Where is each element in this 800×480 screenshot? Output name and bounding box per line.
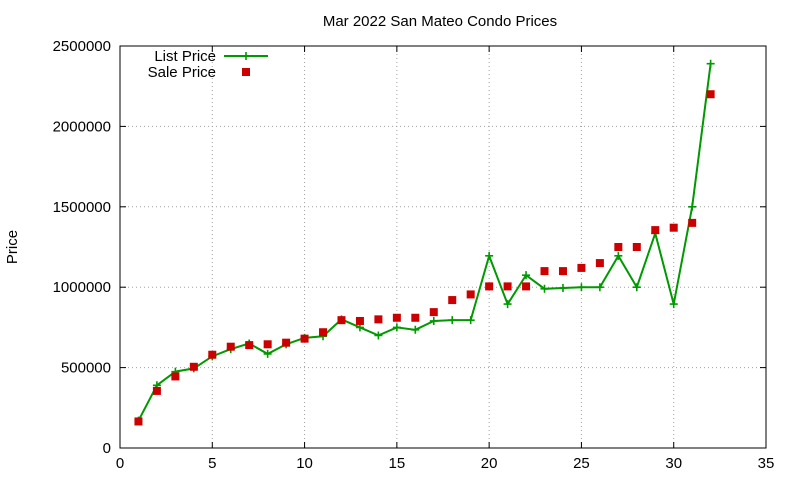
sale-price-point	[558, 267, 567, 276]
list-price-point	[392, 323, 401, 332]
list-price-point	[448, 316, 457, 325]
list-price-point	[688, 202, 697, 211]
sale-price-point	[632, 243, 641, 251]
list-price-point	[503, 300, 512, 309]
list-price-point	[466, 316, 475, 325]
x-tick-label: 5	[208, 455, 216, 472]
sale-price-point	[614, 243, 623, 251]
list-price-point	[614, 251, 623, 260]
sale-price-point	[503, 282, 512, 291]
sale-price-point	[522, 282, 531, 291]
list-price-point	[577, 283, 586, 292]
sale-price-point	[466, 290, 475, 299]
sale-price-point	[337, 316, 346, 325]
sale-price-point	[355, 316, 364, 325]
sale-price-point	[245, 341, 254, 350]
sale-price-series	[134, 90, 715, 426]
sale-price-point	[485, 282, 494, 291]
list-price-point	[429, 316, 438, 325]
sale-price-point	[208, 350, 217, 359]
sale-price-point	[429, 308, 438, 317]
plot-frame	[119, 45, 767, 449]
sale-price-point	[411, 313, 420, 322]
x-tick-label: 30	[665, 455, 682, 472]
legend-label-sale-price: Sale Price	[148, 64, 216, 81]
legend-marker-list-price	[242, 52, 250, 60]
sale-price-point	[706, 90, 715, 99]
x-tick-label: 15	[389, 455, 406, 472]
x-tick-label: 25	[573, 455, 590, 472]
sale-price-point	[263, 340, 272, 349]
legend-label-list-price: List Price	[154, 48, 216, 65]
sale-price-point	[134, 417, 143, 426]
y-tick-label: 1000000	[53, 279, 111, 296]
list-price-point	[263, 349, 272, 358]
sale-price-point	[374, 315, 383, 324]
legend: List Price Sale Price	[148, 48, 268, 81]
legend-marker-sale-price	[242, 68, 250, 76]
sale-price-point	[189, 362, 198, 371]
sale-price-point	[300, 334, 309, 343]
axes: 0 5 10 15 20 25 30 35 0 500000 1000000 1500000 20000…	[53, 38, 775, 472]
sale-price-point	[171, 372, 180, 381]
sale-price-point	[448, 296, 457, 305]
sale-price-point	[595, 259, 604, 268]
sale-price-point	[669, 223, 678, 232]
list-price-point	[669, 300, 678, 309]
list-price-point	[522, 271, 531, 280]
y-tick-label: 500000	[61, 360, 111, 377]
y-axis-label: Price	[4, 230, 21, 264]
grid-lines	[120, 46, 766, 448]
x-tick-label: 0	[116, 455, 124, 472]
sale-price-point	[651, 226, 660, 235]
list-price-point	[374, 331, 383, 340]
x-tick-label: 20	[481, 455, 498, 472]
list-price-point	[595, 283, 604, 292]
sale-price-point	[577, 263, 586, 272]
sale-price-point	[540, 267, 549, 276]
sale-price-point	[226, 342, 235, 351]
list-price-point	[632, 283, 641, 292]
list-price-point	[558, 284, 567, 293]
list-price-point	[411, 325, 420, 334]
list-price-point	[540, 284, 549, 293]
x-tick-label: 10	[296, 455, 313, 472]
list-price-series	[134, 59, 715, 425]
sale-price-point	[392, 313, 401, 322]
y-tick-label: 2500000	[53, 38, 111, 55]
sale-price-point	[152, 386, 161, 395]
y-tick-label: 2000000	[53, 118, 111, 135]
y-tick-label: 1500000	[53, 199, 111, 216]
sale-price-point	[688, 218, 697, 227]
chart-title: Mar 2022 San Mateo Condo Prices	[323, 13, 557, 30]
x-tick-label: 35	[758, 455, 775, 472]
sale-price-point	[282, 338, 291, 347]
sale-price-point	[319, 328, 328, 337]
list-price-point	[706, 59, 715, 68]
list-price-point	[485, 251, 494, 260]
y-tick-label: 0	[103, 440, 111, 457]
